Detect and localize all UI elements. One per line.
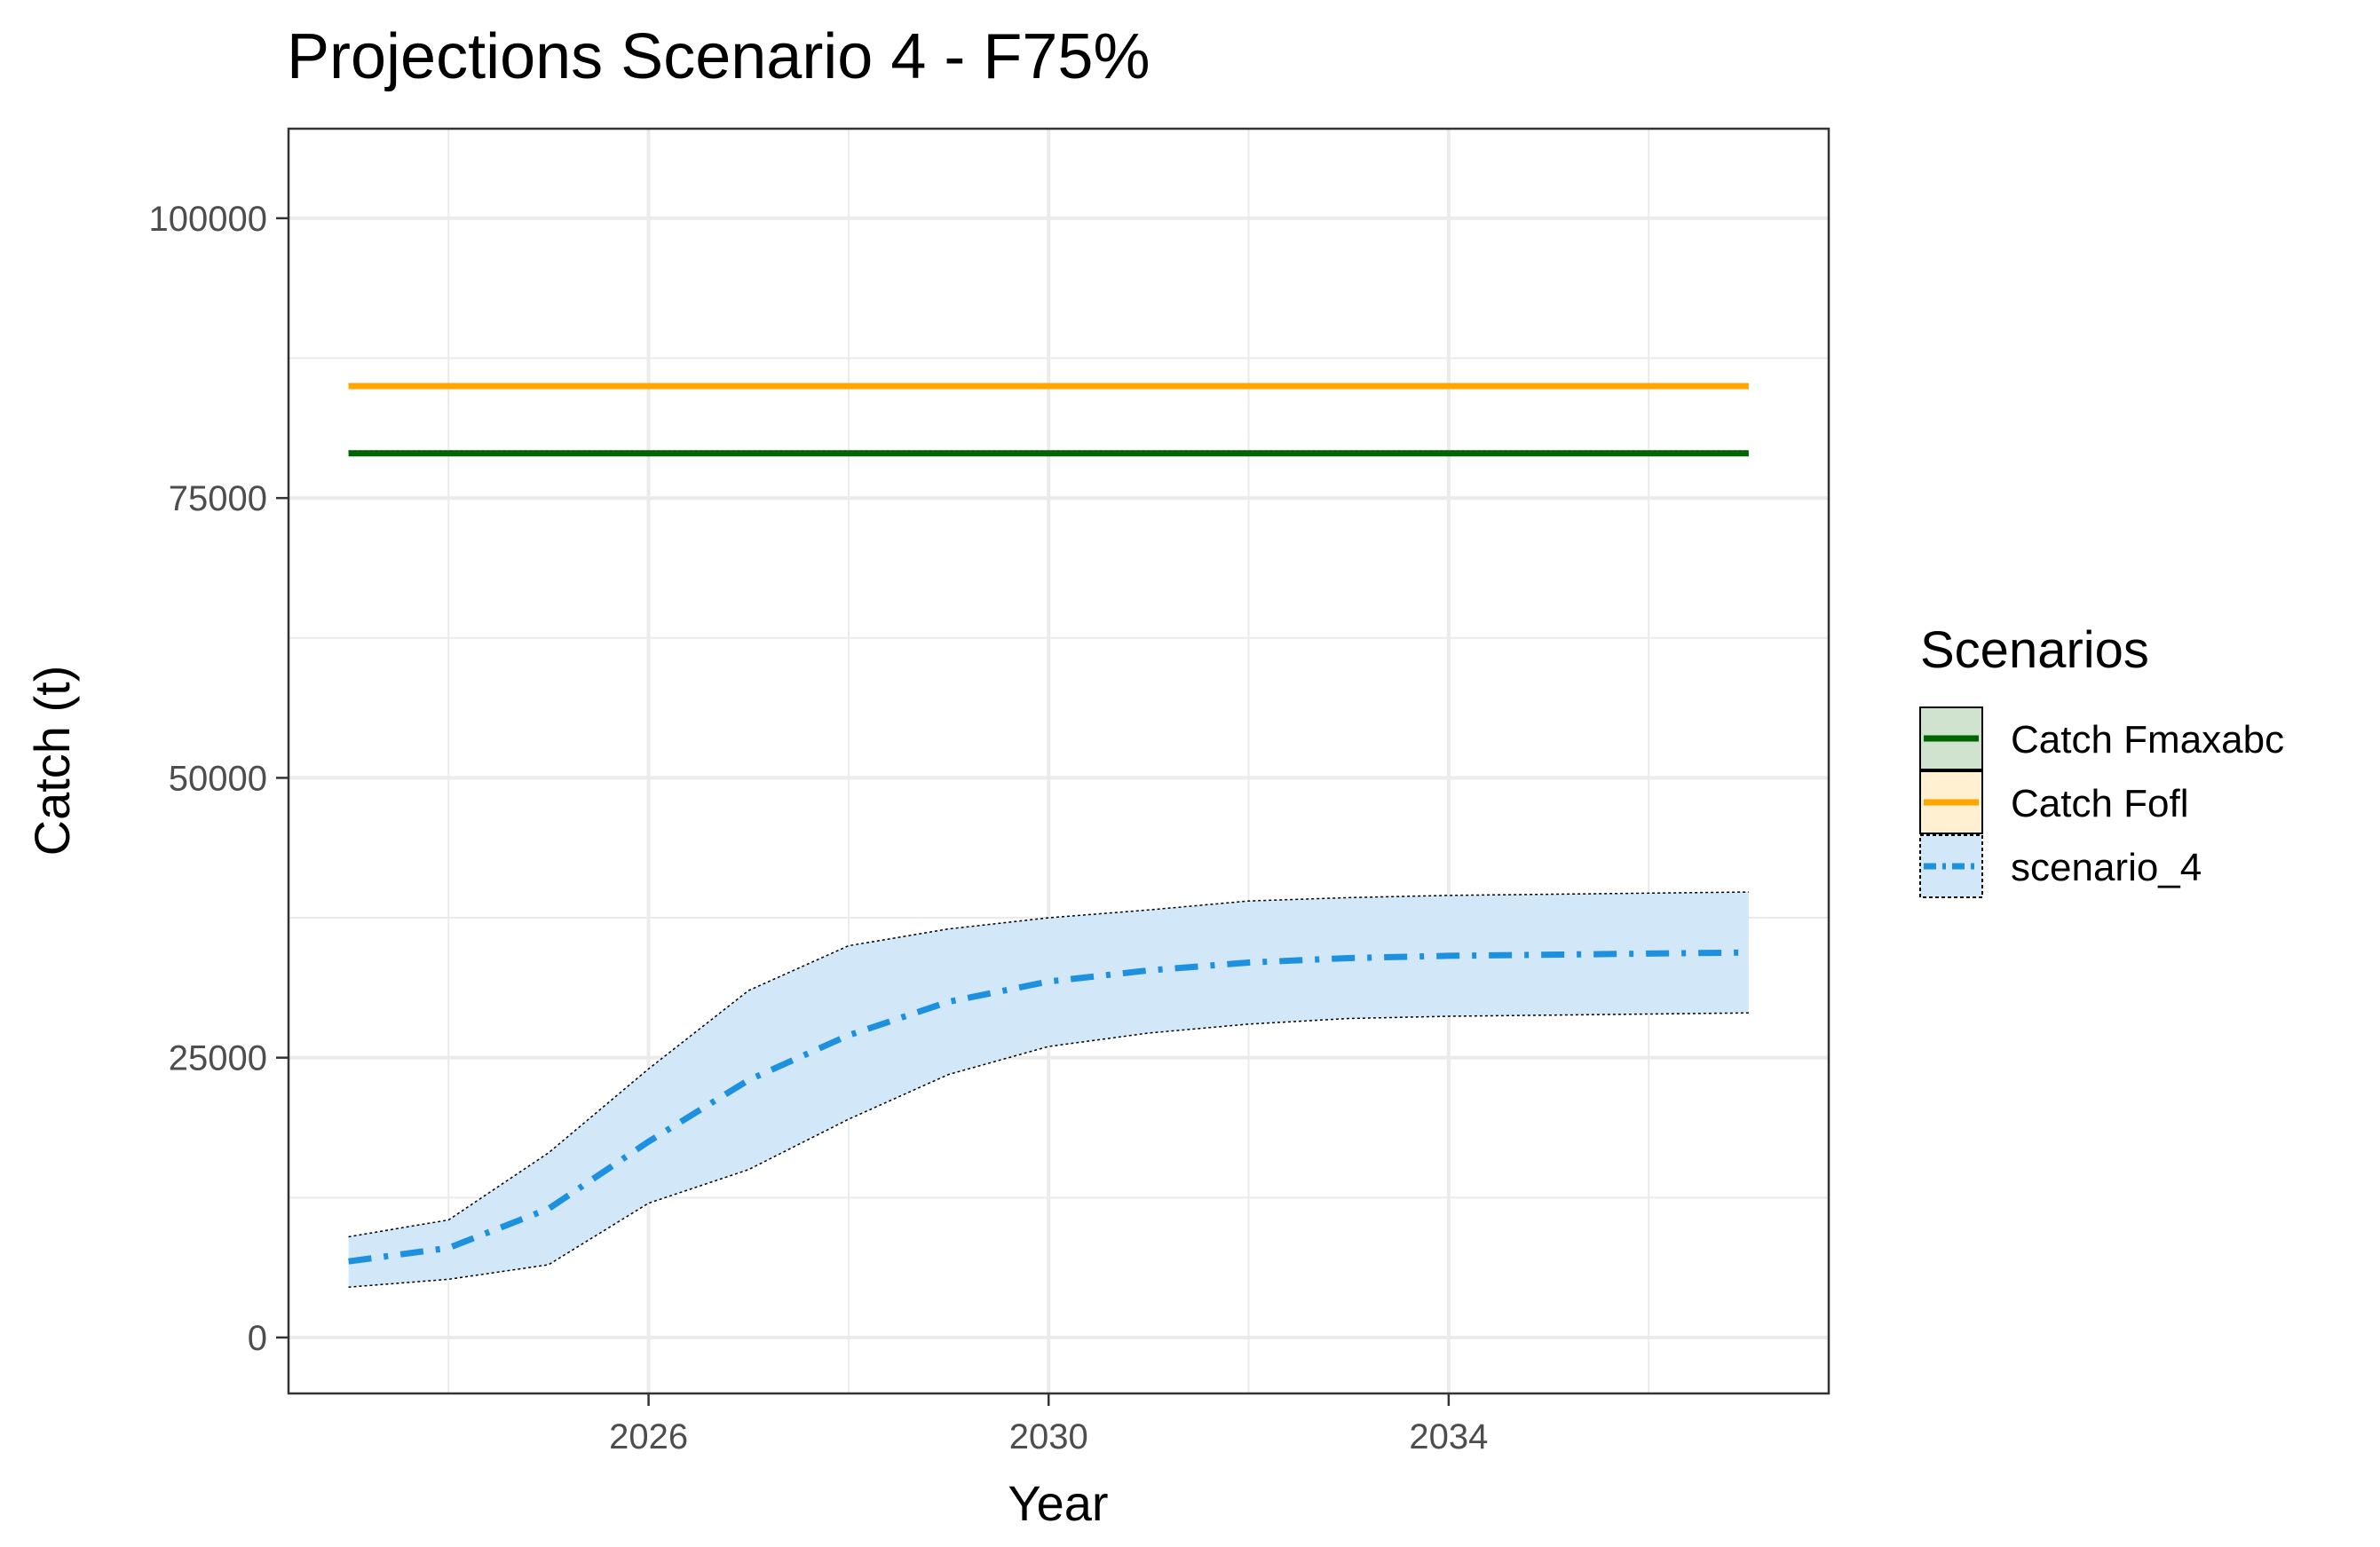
legend: Scenarios Catch Fmaxabc Catch Fofl scenari… <box>1919 621 2284 898</box>
x-tick-label: 2034 <box>1409 1417 1488 1456</box>
plot-border <box>287 127 1830 1395</box>
series-lines <box>348 383 1749 1265</box>
y-tick-label: 50000 <box>169 759 267 798</box>
x-axis-title: Year <box>1008 1475 1108 1531</box>
y-axis-title: Catch (t) <box>24 666 80 856</box>
y-tick-label: 25000 <box>169 1039 267 1078</box>
x-tick-label: 2030 <box>1009 1417 1088 1456</box>
chart-title: Projections Scenario 4 - F75% <box>287 21 1150 92</box>
legend-label-catch-fofl: Catch Fofl <box>2011 782 2189 825</box>
x-tick-label: 2026 <box>609 1417 688 1456</box>
x-axis: 2026 2030 2034 <box>609 1393 1488 1456</box>
legend-label-scenario-4: scenario_4 <box>2011 846 2202 889</box>
y-tick-label: 100000 <box>149 200 267 239</box>
legend-title: Scenarios <box>1920 621 2149 679</box>
y-axis: 0 25000 50000 75000 100000 <box>149 200 289 1358</box>
band-lower-edge-scenario-4 <box>348 1012 1749 1288</box>
band-upper-edge-scenario-4 <box>348 891 1749 1238</box>
y-tick-label: 0 <box>248 1319 267 1358</box>
band-scenario-4 <box>348 892 1749 1288</box>
legend-label-catch-fmaxabc: Catch Fmaxabc <box>2011 718 2284 762</box>
y-tick-label: 75000 <box>169 479 267 518</box>
line-scenario-4 <box>348 949 1749 1265</box>
